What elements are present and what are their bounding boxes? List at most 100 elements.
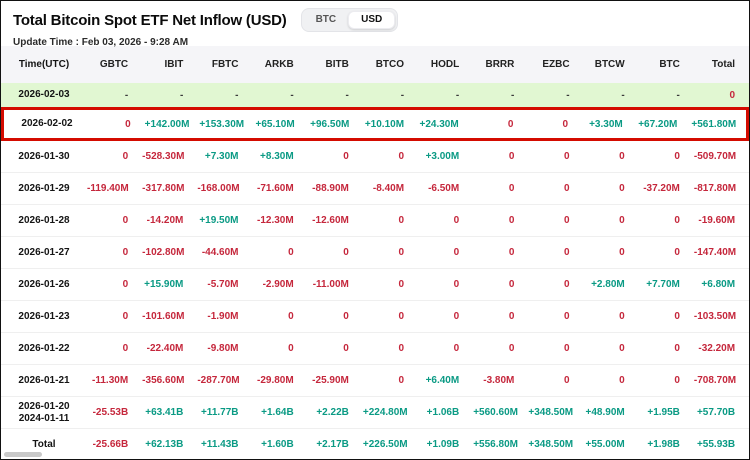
flow-value-cell: -11.00M [308,279,363,290]
flow-value-cell: 0 [584,343,639,354]
flow-value-cell: 0 [584,311,639,322]
row-date: 2026-01-29 [1,183,87,195]
flow-value-cell: +15.90M [142,279,197,290]
flow-value-cell: +1.09B [418,439,473,450]
row-date-line: 2026-02-03 [1,89,87,101]
toggle-btc-button[interactable]: BTC [304,12,349,28]
flow-value-cell: 0 [87,279,142,290]
flow-value-cell: 0 [528,343,583,354]
flow-value-cell: 0 [253,311,308,322]
row-date: 2026-01-27 [1,247,87,259]
row-date-line: 2026-01-28 [1,215,87,227]
flow-value-cell: +3.30M [582,119,637,130]
flow-value-cell: -101.60M [142,311,197,322]
flow-value-cell: 0 [418,311,473,322]
flow-value-cell: -817.80M [694,183,749,194]
flow-value-cell: -71.60M [253,183,308,194]
table-row: 2026-02-020+142.00M+153.30M+65.10M+96.50… [1,107,749,141]
flow-value-cell: 0 [363,247,418,258]
flow-value-cell: 0 [308,311,363,322]
column-header-bitb: BITB [308,59,363,70]
flow-value-cell: 0 [528,215,583,226]
column-header-time: Time(UTC) [1,59,87,70]
flow-value-cell: 0 [418,215,473,226]
flow-value-cell: +7.30M [197,151,252,162]
row-date: 2026-01-28 [1,215,87,227]
flow-value-cell: +48.90M [584,407,639,418]
flow-value-cell: -12.30M [253,215,308,226]
flow-value-cell: 0 [308,151,363,162]
flow-value-cell: +142.00M [145,119,200,130]
row-date-line: 2026-01-21 [1,375,87,387]
flow-value-cell: -287.70M [197,375,252,386]
flow-value-cell: 0 [639,151,694,162]
flow-value-cell: -25.53B [87,407,142,418]
flow-value-cell: -11.30M [87,375,142,386]
flow-value-cell: -12.60M [308,215,363,226]
flow-value-cell: +3.00M [418,151,473,162]
flow-value-cell: - [418,90,473,101]
flow-value-cell: 0 [473,247,528,258]
flow-value-cell: +561.80M [691,119,746,130]
flow-value-cell: -25.66B [87,439,142,450]
flow-value-cell: 0 [584,215,639,226]
flow-value-cell: -119.40M [87,183,142,194]
flow-value-cell: +6.40M [418,375,473,386]
flow-value-cell: 0 [363,375,418,386]
flow-value-cell: +153.30M [199,119,254,130]
row-date-line: 2026-01-29 [1,183,87,195]
flow-value-cell: 0 [87,247,142,258]
flow-value-cell: -102.80M [142,247,197,258]
row-date: 2026-01-202024-01-11 [1,401,87,425]
table-row: 2026-01-220-22.40M-9.80M00000000-32.20M [1,333,749,365]
row-date-line: 2024-01-11 [1,413,87,425]
flow-value-cell: -3.80M [473,375,528,386]
flow-value-cell: -356.60M [142,375,197,386]
table-row: 2026-01-270-102.80M-44.60M00000000-147.4… [1,237,749,269]
table-row: 2026-01-202024-01-11-25.53B+63.41B+11.77… [1,397,749,429]
flow-value-cell: +1.98B [639,439,694,450]
flow-value-cell: -32.20M [694,343,749,354]
flow-value-cell: - [142,90,197,101]
etf-flow-table: Time(UTC)GBTCIBITFBTCARKBBITBBTCOHODLBRR… [1,46,749,460]
table-row: 2026-01-280-14.20M+19.50M-12.30M-12.60M0… [1,205,749,237]
flow-value-cell: -29.80M [253,375,308,386]
flow-value-cell: 0 [418,247,473,258]
row-date-line: 2026-01-22 [1,343,87,355]
row-date-line: 2026-01-20 [1,401,87,413]
flow-value-cell: -88.90M [308,183,363,194]
flow-value-cell: 0 [363,343,418,354]
flow-value-cell: -528.30M [142,151,197,162]
row-date: 2026-02-03 [1,89,87,101]
flow-value-cell: 0 [253,247,308,258]
row-date-line: 2026-01-27 [1,247,87,259]
flow-value-cell: 0 [528,247,583,258]
flow-value-cell: -9.80M [197,343,252,354]
toggle-usd-button[interactable]: USD [348,11,395,29]
flow-value-cell: +11.77B [197,407,252,418]
column-header-ezbc: EZBC [528,59,583,70]
column-header-total: Total [694,59,749,70]
flow-value-cell: +556.80M [473,439,528,450]
flow-value-cell: +11.43B [197,439,252,450]
flow-value-cell: - [584,90,639,101]
horizontal-scrollbar[interactable] [4,452,42,457]
table-row: 2026-01-300-528.30M+7.30M+8.30M00+3.00M0… [1,141,749,173]
flow-value-cell: -25.90M [308,375,363,386]
row-date: 2026-02-02 [4,118,90,130]
row-date-line: 2026-02-02 [4,118,90,130]
flow-value-cell: +2.17B [308,439,363,450]
flow-value-cell: +1.95B [639,407,694,418]
flow-value-cell: +19.50M [197,215,252,226]
flow-value-cell: 0 [90,119,145,130]
title-row: Total Bitcoin Spot ETF Net Inflow (USD) … [13,8,737,32]
row-date: 2026-01-30 [1,151,87,163]
flow-value-cell: +65.10M [254,119,309,130]
flow-value-cell: +55.93B [694,439,749,450]
flow-value-cell: -44.60M [197,247,252,258]
flow-value-cell: -5.70M [197,279,252,290]
column-header-brrr: BRRR [473,59,528,70]
flow-value-cell: 0 [639,247,694,258]
flow-value-cell: 0 [363,151,418,162]
flow-value-cell: 0 [473,215,528,226]
